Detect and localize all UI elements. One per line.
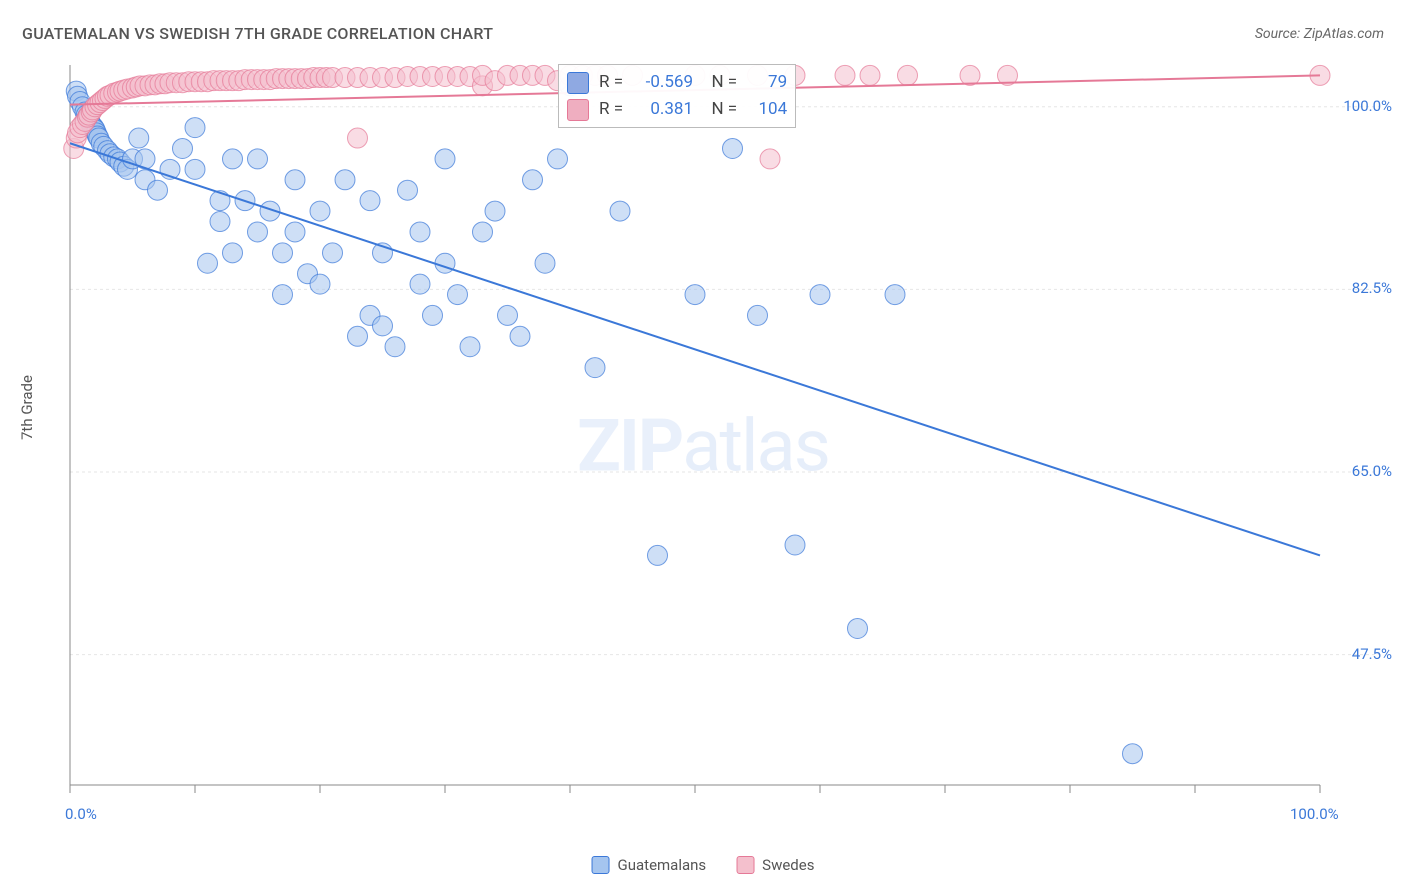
stats-legend: R = -0.569 N = 79 R = 0.381 N = 104: [558, 64, 796, 128]
y-tick-label: 100.0%: [1322, 97, 1392, 115]
x-axis-label-left: 0.0%: [65, 805, 97, 823]
stats-r-value: 0.381: [633, 96, 693, 123]
y-axis-label: 7th Grade: [18, 375, 36, 440]
scatter-svg: [60, 55, 1380, 825]
y-tick-label: 82.5%: [1322, 279, 1392, 297]
stats-swatch: [567, 72, 589, 94]
legend-swatch: [592, 856, 610, 874]
legend-swatch: [736, 856, 754, 874]
stats-legend-row: R = 0.381 N = 104: [567, 96, 787, 123]
y-tick-label: 65.0%: [1322, 462, 1392, 480]
stats-r-label: R =: [599, 69, 623, 96]
source-attribution: Source: ZipAtlas.com: [1255, 26, 1384, 42]
stats-r-value: -0.569: [633, 69, 693, 96]
chart-container: GUATEMALAN VS SWEDISH 7TH GRADE CORRELAT…: [0, 0, 1406, 892]
stats-swatch: [567, 99, 589, 121]
stats-r-label: R =: [599, 96, 623, 123]
legend-item: Swedes: [736, 856, 814, 874]
y-tick-label: 47.5%: [1322, 645, 1392, 663]
stats-n-value: 104: [747, 96, 787, 123]
plot-area: [60, 55, 1380, 825]
stats-n-value: 79: [747, 69, 787, 96]
stats-n-label: N =: [703, 69, 737, 96]
legend-label: Swedes: [762, 856, 814, 874]
chart-title: GUATEMALAN VS SWEDISH 7TH GRADE CORRELAT…: [22, 24, 493, 43]
legend-item: Guatemalans: [592, 856, 707, 874]
legend-bottom: Guatemalans Swedes: [592, 856, 815, 874]
stats-legend-row: R = -0.569 N = 79: [567, 69, 787, 96]
stats-n-label: N =: [703, 96, 737, 123]
x-axis-label-right: 100.0%: [1290, 805, 1339, 823]
legend-label: Guatemalans: [618, 856, 707, 874]
